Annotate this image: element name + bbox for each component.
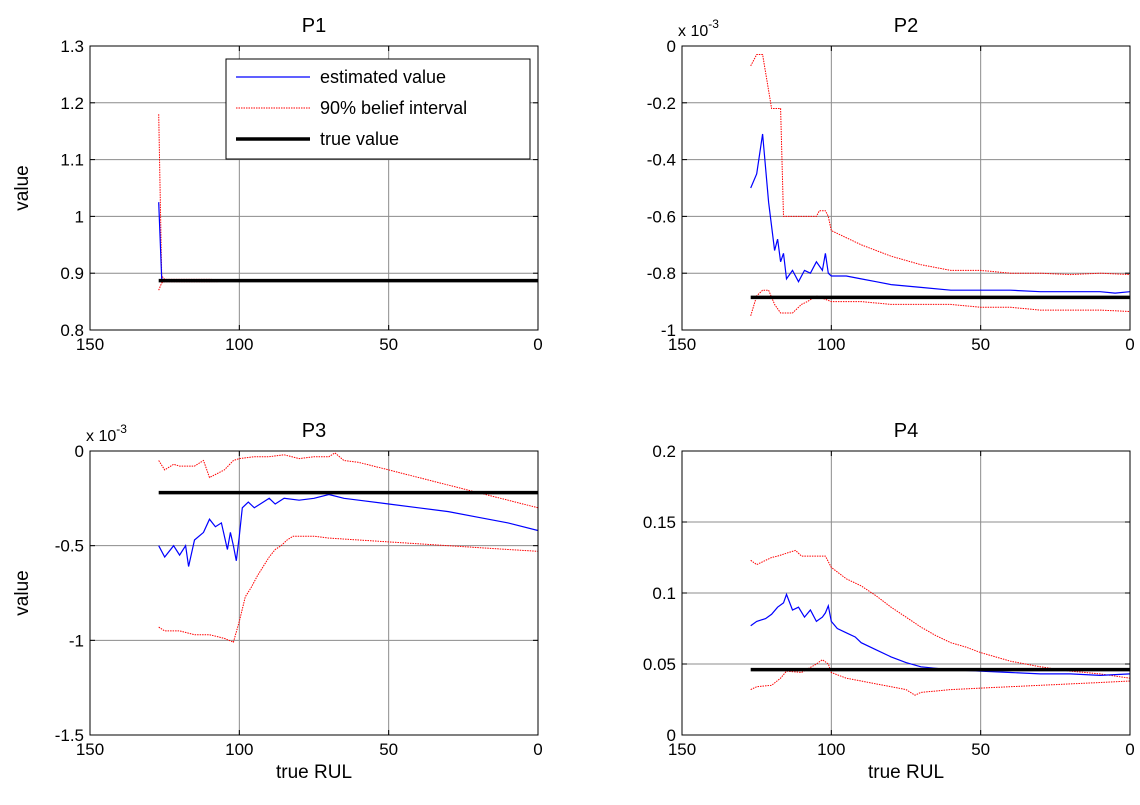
series-estimated-value: [750, 133, 1130, 294]
data-layer: [158, 114, 538, 291]
y-tick-label: 0: [75, 442, 84, 461]
series-upper-bound: [750, 549, 1130, 679]
y-axis-label: value: [12, 570, 33, 615]
axes-box: [681, 45, 1131, 331]
series-upper-bound: [158, 452, 538, 509]
x-tick-label: 0: [1125, 740, 1134, 759]
axes-box: [89, 450, 539, 736]
y-tick-label: -0.5: [55, 537, 84, 556]
x-tick-label: 100: [225, 335, 253, 354]
subplot-title: P4: [894, 420, 918, 442]
y-tick-label: 0.15: [643, 513, 676, 532]
subplot-p1: 150 100 50 0 0.8 0.9 1 1.1 1.2 1.3 P1 value estimate…: [12, 15, 543, 354]
y-tick-label: -1.5: [55, 726, 84, 745]
subplot-title: P3: [302, 420, 326, 442]
y-tick-label: -0.8: [647, 264, 676, 283]
x-tick-label: 150: [668, 740, 696, 759]
subplot-title: P1: [302, 15, 326, 37]
y-tick-label: -0.6: [647, 207, 676, 226]
y-tick-label: 0: [667, 37, 676, 56]
y-tick-label: -0.4: [647, 151, 676, 170]
x-tick-label: 100: [225, 740, 253, 759]
legend-entry: estimated value: [320, 67, 446, 87]
legend-entry: 90% belief interval: [320, 98, 467, 118]
x-tick-label: 50: [379, 335, 398, 354]
series-lower-bound: [158, 535, 538, 643]
series-estimated-value: [158, 493, 538, 567]
y-tick-label: -1: [69, 631, 84, 650]
y-tick-label: 1.2: [60, 94, 84, 113]
x-tick-label: 150: [76, 335, 104, 354]
x-tick-label: 50: [971, 740, 990, 759]
x-tick-label: 150: [668, 335, 696, 354]
legend-box: [225, 58, 531, 160]
x-tick-label: 0: [533, 740, 542, 759]
x-tick-label: 50: [379, 740, 398, 759]
legend-entry: true value: [320, 129, 399, 149]
y-tick-label: 0.8: [60, 321, 84, 340]
data-layer: [158, 452, 538, 643]
axes-box: [89, 45, 539, 331]
x-tick-label: 0: [533, 335, 542, 354]
y-tick-label: 0: [667, 726, 676, 745]
y-tick-label: -0.2: [647, 94, 676, 113]
x-axis-label: true RUL: [276, 762, 352, 783]
y-exponent-label: x 10-3: [86, 422, 127, 445]
y-tick-label: 1: [75, 207, 84, 226]
y-axis-label: value: [12, 165, 33, 210]
plot-area: [682, 46, 1130, 330]
y-tick-label: 0.05: [643, 655, 676, 674]
subplot-p2: 150 100 50 0-1-0.8-0.6-0.4-0.20x 10-3 P2: [647, 15, 1135, 354]
series-upper-bound: [750, 54, 1130, 276]
legend: estimated value 90% belief interval true v…: [225, 58, 531, 160]
subplot-title: P2: [894, 15, 918, 37]
y-tick-label: 0.2: [652, 442, 676, 461]
y-tick-label: 1.3: [60, 37, 84, 56]
x-tick-label: 50: [971, 335, 990, 354]
x-axis-label: true RUL: [868, 762, 944, 783]
y-tick-label: 0.1: [652, 584, 676, 603]
data-layer: [750, 549, 1130, 696]
x-tick-label: 100: [817, 740, 845, 759]
y-tick-label: 0.9: [60, 264, 84, 283]
x-tick-label: 0: [1125, 335, 1134, 354]
y-tick-label: 1.1: [60, 151, 84, 170]
x-tick-label: 100: [817, 335, 845, 354]
x-tick-label: 150: [76, 740, 104, 759]
data-layer: [750, 54, 1130, 316]
y-tick-label: -1: [661, 321, 676, 340]
subplot-p4: 150 100 50 0 0 0.05 0.1 0.15 0.2 P4 true RUL: [643, 420, 1135, 783]
y-exponent-label: x 10-3: [678, 17, 719, 40]
